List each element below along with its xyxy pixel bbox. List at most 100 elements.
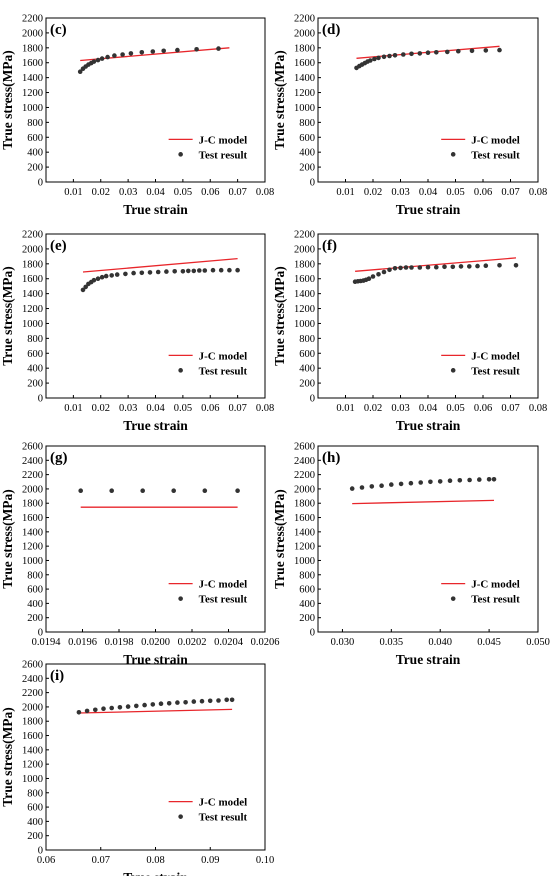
legend-point-swatch — [178, 596, 183, 601]
test-result-point — [202, 488, 208, 494]
x-tick-label: 0.03 — [119, 403, 137, 414]
x-tick-label: 0.0200 — [141, 637, 170, 648]
test-result-point — [123, 271, 128, 277]
x-tick-label: 0.01 — [64, 187, 82, 198]
chart-panel-6: 0 200 400 600 800 1000 1200 1400 1600 1800 2000 220… — [272, 442, 550, 668]
test-result-point — [366, 276, 372, 282]
legend-label-test-result: Test result — [199, 594, 248, 606]
test-result-point — [457, 478, 463, 483]
y-tick-label: 1800 — [294, 43, 315, 54]
test-result-point — [194, 47, 199, 52]
test-result-point — [392, 53, 398, 58]
legend-point-swatch — [178, 814, 183, 819]
x-tick-label: 0.0198 — [105, 637, 134, 648]
test-result-point — [186, 268, 191, 274]
test-result-point — [437, 479, 443, 484]
y-tick-label: 200 — [299, 163, 315, 174]
y-tick-label: 1400 — [22, 745, 43, 756]
test-result-point — [191, 699, 197, 704]
test-result-point — [389, 482, 394, 487]
x-tick-label: 0.06 — [474, 403, 492, 414]
y-tick-label: 1400 — [22, 527, 43, 538]
test-result-point — [218, 267, 224, 273]
x-tick-label: 0.07 — [92, 855, 110, 866]
x-axis-title: True strain — [396, 202, 461, 217]
test-result-point — [387, 267, 392, 273]
test-result-point — [224, 697, 229, 703]
y-tick-label: 2200 — [22, 688, 43, 699]
test-result-point — [80, 287, 86, 293]
x-axis-title: True strain — [396, 652, 461, 667]
y-tick-label: 600 — [299, 585, 315, 596]
test-result-point — [134, 703, 139, 709]
y-tick-label: 1000 — [22, 556, 43, 567]
y-tick-label: 0 — [38, 178, 43, 189]
y-tick-label: 600 — [27, 803, 43, 814]
x-tick-label: 0.040 — [428, 637, 452, 648]
y-tick-label: 1800 — [22, 259, 43, 270]
test-result-point — [497, 47, 502, 53]
test-result-point — [103, 273, 109, 279]
y-tick-label: 2200 — [22, 14, 43, 25]
y-tick-label: 1000 — [22, 319, 43, 330]
y-tick-label: 600 — [27, 133, 43, 144]
test-result-point — [469, 48, 475, 54]
x-tick-label: 0.0194 — [32, 637, 62, 648]
test-result-point — [164, 269, 169, 274]
y-tick-label: 400 — [27, 599, 43, 610]
test-result-point — [105, 54, 110, 60]
test-result-point — [139, 50, 145, 55]
x-tick-label: 0.08 — [529, 403, 547, 414]
test-result-point — [403, 265, 409, 270]
test-result-point — [216, 46, 221, 51]
test-result-point — [379, 483, 384, 489]
test-result-point — [101, 706, 106, 711]
y-tick-label: 800 — [299, 570, 315, 581]
test-result-point — [95, 57, 101, 63]
y-tick-label: 1800 — [294, 499, 315, 510]
y-tick-label: 0 — [310, 628, 315, 639]
y-tick-label: 1800 — [294, 259, 315, 270]
y-tick-label: 600 — [27, 585, 43, 596]
test-result-point — [442, 264, 447, 270]
x-tick-label: 0.030 — [331, 637, 355, 648]
y-tick-label: 2400 — [22, 456, 43, 467]
x-tick-label: 0.07 — [501, 187, 519, 198]
y-tick-label: 1600 — [22, 513, 43, 524]
test-result-point — [139, 270, 145, 276]
test-result-point — [91, 277, 97, 283]
y-tick-label: 1200 — [22, 304, 43, 315]
y-tick-label: 1600 — [22, 58, 43, 69]
y-tick-label: 2000 — [22, 244, 43, 255]
x-tick-label: 0.035 — [380, 637, 404, 648]
test-result-point — [183, 700, 188, 705]
test-result-point — [417, 265, 423, 270]
jc-model-line — [355, 257, 517, 272]
y-tick-label: 1200 — [294, 542, 315, 553]
y-tick-label: 2000 — [294, 28, 315, 39]
y-axis-title: True stress(MPa) — [272, 266, 287, 366]
jc-model-line — [80, 47, 230, 62]
y-tick-label: 2600 — [22, 442, 43, 453]
y-tick-label: 1400 — [22, 73, 43, 84]
y-tick-label: 1600 — [294, 513, 315, 524]
test-result-point — [161, 48, 166, 54]
legend-label-test-result: Test result — [199, 149, 248, 161]
test-result-point — [483, 48, 489, 53]
test-result-point — [109, 488, 114, 494]
y-tick-label: 2200 — [294, 230, 315, 241]
x-tick-label: 0.08 — [256, 403, 274, 414]
test-result-point — [210, 267, 216, 273]
test-result-point — [401, 52, 406, 57]
test-result-point — [456, 48, 461, 54]
x-tick-label: 0.050 — [526, 637, 550, 648]
test-result-point — [99, 274, 105, 280]
y-axis-title: True stress(MPa) — [272, 50, 287, 150]
y-tick-label: 1400 — [22, 289, 43, 300]
x-tick-label: 0.01 — [336, 187, 354, 198]
legend-label-test-result: Test result — [199, 365, 248, 377]
y-tick-label: 200 — [299, 613, 315, 624]
test-result-point — [112, 53, 117, 58]
